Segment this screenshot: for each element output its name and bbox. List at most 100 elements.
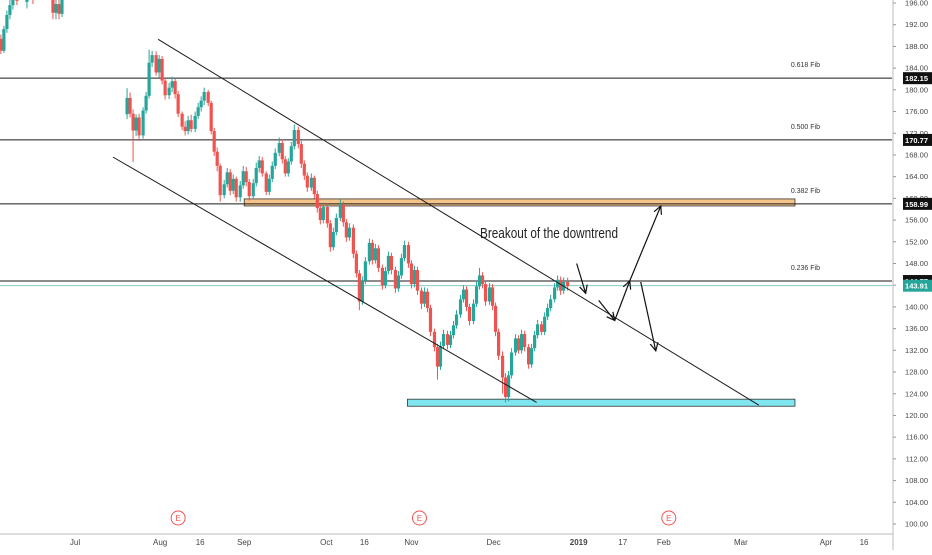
current-price-label: 143.91 [905, 282, 928, 291]
candle-body [189, 120, 193, 129]
candle-body [186, 120, 190, 132]
candle-body [170, 81, 174, 88]
candle-body [543, 316, 547, 332]
candle-body [163, 80, 167, 96]
candle-body [393, 270, 398, 289]
candle-body [160, 58, 164, 81]
candle-body [267, 178, 271, 192]
candle-body [11, 0, 15, 6]
candle-body [309, 177, 313, 188]
trendline [112, 156, 537, 403]
candle-body [241, 171, 245, 186]
candle-body [513, 338, 518, 353]
annotation-text: Breakout of the downtrend [480, 225, 618, 242]
candle-body [432, 331, 437, 348]
price-axis-background [893, 0, 932, 550]
candle-body [157, 58, 161, 73]
candle-body [490, 287, 495, 306]
candle-body [315, 194, 319, 209]
candle-body [435, 347, 440, 367]
candle-body [419, 290, 424, 304]
candle-body [218, 165, 222, 196]
candle-body [522, 334, 527, 348]
candle-body [273, 152, 277, 166]
candle-body [415, 270, 420, 291]
candle-body [341, 204, 345, 223]
time-tick-label: Jul [70, 538, 80, 547]
candle-body [225, 172, 229, 185]
candle-body [54, 4, 58, 13]
candle-body [25, 0, 29, 2]
candle-body [299, 144, 303, 164]
candle-body [559, 279, 563, 291]
candle-body [238, 185, 242, 198]
candle-body [500, 355, 505, 378]
level-price-badge [903, 72, 932, 85]
candle-body [150, 55, 154, 63]
time-axis: Jul Aug 16 Sep Oct 16 Nov Dec 2019 17 Feb Mar Apr 16 [0, 533, 893, 547]
candle-body [536, 324, 540, 336]
candle-body [493, 305, 498, 332]
arrow-layer [576, 206, 661, 351]
time-tick-label: Dec [486, 538, 500, 547]
fib-level-name: 0.618 Fib [791, 62, 820, 69]
price-tick-label: 100.00 [905, 520, 928, 529]
candle-body [251, 183, 255, 197]
candle-body [296, 129, 300, 145]
candle-body [289, 146, 293, 162]
candle-body [292, 129, 296, 147]
candle-body [331, 232, 335, 248]
candle-body [277, 143, 281, 153]
candle-body [373, 248, 377, 261]
time-tick-label: 16 [860, 538, 869, 547]
trendline [157, 38, 760, 406]
price-tick-label: 112.00 [906, 454, 928, 463]
annotation-pointer-arrow [576, 263, 586, 294]
projection-arrow [614, 281, 630, 321]
candle-body [530, 348, 534, 365]
candle-body [147, 62, 151, 96]
time-tick-label: Feb [657, 538, 671, 547]
candle-body [503, 377, 508, 398]
candle-body [477, 275, 482, 287]
candle-body [131, 113, 135, 131]
price-tick-label: 164.00 [905, 172, 928, 181]
candle-body [402, 245, 407, 259]
candle-body [183, 126, 187, 132]
candle-body [134, 117, 138, 131]
candle-body [283, 159, 287, 174]
price-tick-label: 172.00 [905, 129, 928, 138]
candle-body [409, 263, 414, 285]
candle-body [448, 335, 453, 345]
candle-body [370, 242, 374, 261]
candle-body [464, 289, 469, 307]
candle-body [2, 29, 6, 51]
fib-level-name: 0.382 Fib [791, 188, 820, 195]
candle-body [360, 280, 364, 302]
candle-body [321, 207, 325, 221]
candle-body [228, 172, 232, 191]
earnings-marker-icon [661, 510, 677, 526]
price-tick-label: 192.00 [905, 20, 928, 29]
level-price-badge [903, 133, 932, 146]
candle-body [212, 131, 216, 152]
candle-body [222, 184, 226, 196]
time-tick-label: Aug [153, 538, 167, 547]
candle-body [167, 87, 171, 96]
candle-body [553, 287, 557, 300]
time-tick-label: Oct [320, 538, 333, 547]
candle-body [286, 161, 290, 174]
candle-body [380, 267, 385, 286]
candle-body [389, 255, 394, 271]
zone-layer [243, 198, 796, 407]
fib-level-name: 0.500 Fib [791, 124, 820, 131]
candle-body [173, 81, 177, 95]
candle-body [0, 38, 3, 51]
candle-body [234, 178, 238, 198]
price-tick-label: 148.00 [905, 259, 928, 268]
price-tick-label: 176.00 [905, 107, 928, 116]
candle-body [412, 270, 417, 285]
candle-body [209, 102, 213, 132]
candle-body [383, 271, 388, 286]
